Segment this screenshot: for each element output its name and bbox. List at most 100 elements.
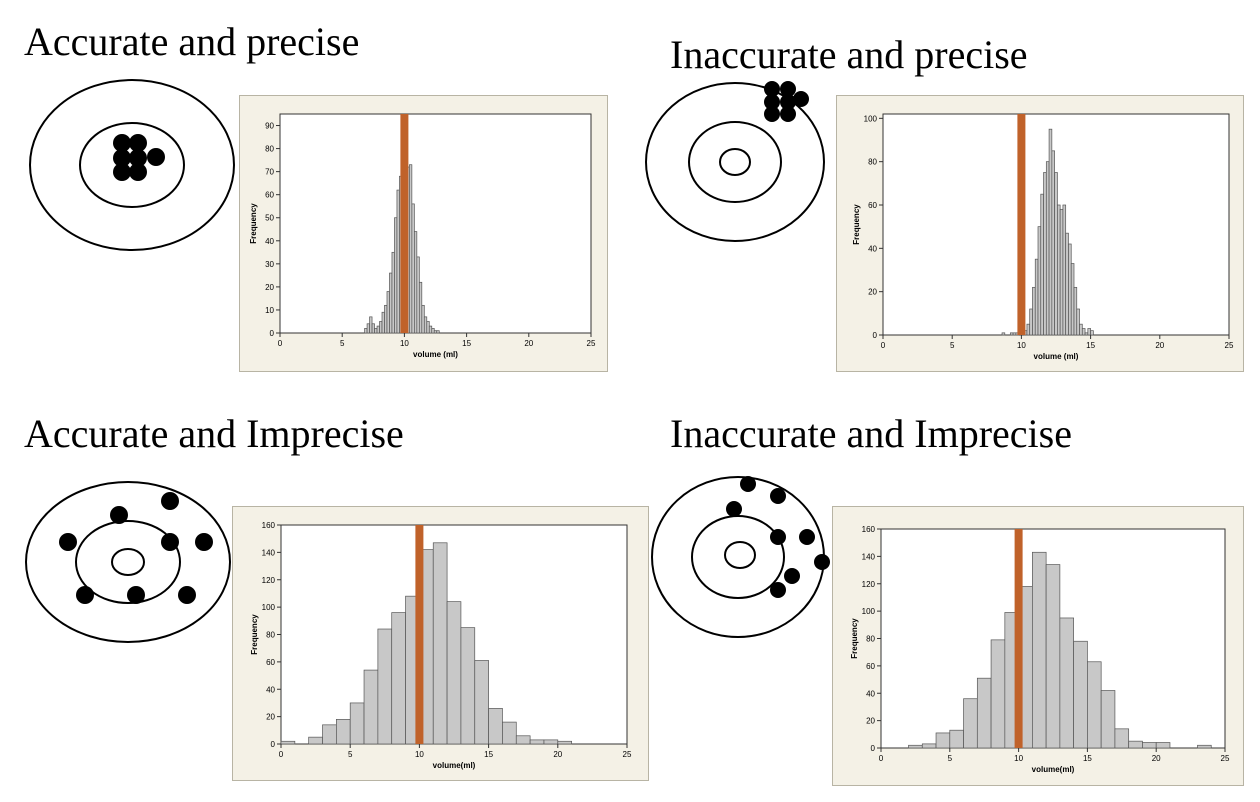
- target-shots: [726, 476, 830, 598]
- histogram-panel-2: 0 5 10 15 20 25 0 20 40 60 80 100 volume (ml) Frequen…: [836, 95, 1244, 372]
- histogram-svg: 0 5 10 15 20 25 0 20 40 60 80 100 volume (ml) Frequen…: [852, 113, 1234, 361]
- x-tick-label: 15: [462, 339, 471, 348]
- histogram-bar: [363, 669, 379, 745]
- histogram-bar: [391, 251, 395, 334]
- histogram-bar: [1051, 150, 1055, 336]
- histogram-bar: [1012, 332, 1017, 336]
- y-tick-label: 20: [265, 283, 274, 292]
- histogram-bar: [416, 256, 420, 334]
- histogram-bar: [963, 698, 978, 749]
- y-tick-label: 40: [265, 237, 274, 246]
- target-outer-ring: [25, 481, 231, 643]
- target-middle-ring: [691, 515, 785, 599]
- histogram-bar: [433, 330, 438, 334]
- x-axis-label: volume (ml): [1034, 352, 1079, 361]
- target-accurate-imprecise: [25, 481, 231, 643]
- histogram-bar: [1087, 328, 1091, 336]
- histogram-bar: [1197, 744, 1212, 749]
- x-tick-label: 25: [623, 750, 632, 759]
- histogram-bar: [409, 164, 413, 334]
- y-axis-label: Frequency: [249, 203, 258, 244]
- histogram-bar: [394, 217, 398, 334]
- histogram-panel-4: 0 5 10 15 20 25 0 20 40 60 80 100 120 140 160 volume(ml…: [832, 506, 1244, 786]
- histogram-panel-3: 0 5 10 15 20 25 0 20 40 60 80 100 120 140 160 volume(ml…: [232, 506, 649, 781]
- histogram-bar: [1142, 742, 1157, 749]
- histogram-bar: [1009, 332, 1014, 336]
- target-bullseye: [719, 148, 751, 176]
- y-tick-label: 100: [864, 114, 878, 123]
- target-bullseye: [724, 541, 756, 569]
- histogram-bar: [1032, 551, 1047, 749]
- histogram-bar: [308, 736, 323, 745]
- y-tick-label: 140: [862, 552, 876, 561]
- histogram-bar: [1043, 172, 1047, 336]
- histogram-bar: [1155, 742, 1171, 749]
- target-middle-ring: [79, 122, 185, 208]
- histogram-bar: [366, 323, 370, 334]
- title-accurate-imprecise: Accurate and Imprecise: [24, 411, 404, 456]
- histogram-bar: [543, 739, 559, 745]
- y-tick-label: 80: [868, 158, 877, 167]
- y-tick-label: 100: [262, 603, 276, 612]
- histogram-bar: [377, 628, 393, 745]
- histogram-bar: [1084, 332, 1089, 336]
- histogram-bar: [369, 316, 373, 334]
- histogram-bar: [364, 328, 368, 334]
- reference-line: [1017, 114, 1026, 335]
- histogram-svg: 0 5 10 15 20 25 0 10 20 30 40 50 60 70 80 90 volume (ml)…: [249, 113, 596, 359]
- target-middle-ring: [688, 121, 782, 203]
- histogram-bar: [280, 740, 296, 745]
- histogram-bar: [1032, 286, 1036, 336]
- x-tick-label: 15: [484, 750, 493, 759]
- x-tick-label: 10: [400, 339, 409, 348]
- target-inaccurate-precise: [645, 81, 825, 242]
- y-tick-label: 20: [266, 713, 275, 722]
- histogram-bar: [428, 325, 433, 334]
- histogram-bar: [1081, 328, 1086, 336]
- y-tick-label: 40: [266, 685, 275, 694]
- y-tick-label: 60: [266, 658, 275, 667]
- x-tick-label: 15: [1086, 341, 1095, 350]
- x-tick-label: 5: [348, 750, 353, 759]
- histogram-bar: [423, 316, 428, 334]
- y-tick-label: 60: [868, 201, 877, 210]
- y-tick-label: 40: [866, 689, 875, 698]
- histogram-bar: [421, 304, 425, 334]
- y-tick-label: 80: [266, 631, 275, 640]
- histogram-bar: [908, 744, 923, 749]
- x-tick-label: 0: [881, 341, 886, 350]
- histogram-bar: [1062, 204, 1067, 336]
- histogram-bar: [1100, 690, 1116, 749]
- histogram-bar: [432, 542, 448, 745]
- histogram-svg: 0 5 10 15 20 25 0 20 40 60 80 100 120 140 160 volume(ml…: [250, 521, 632, 770]
- reference-line: [400, 114, 409, 333]
- histogram-bar: [376, 325, 380, 334]
- histogram-bar: [557, 740, 572, 745]
- y-tick-label: 160: [862, 525, 876, 534]
- histogram-bar: [446, 601, 462, 745]
- histogram-bar: [1048, 128, 1053, 336]
- histogram-bar: [396, 189, 400, 334]
- y-tick-label: 60: [866, 662, 875, 671]
- histogram-bar: [381, 311, 385, 334]
- x-tick-label: 25: [587, 339, 596, 348]
- histogram-bar: [371, 323, 375, 334]
- target-bullseye: [111, 548, 145, 576]
- y-tick-label: 0: [873, 331, 878, 340]
- title-inaccurate-precise: Inaccurate and precise: [670, 32, 1028, 77]
- histogram-bar: [431, 328, 435, 334]
- target-outer-ring: [29, 79, 235, 251]
- histogram-bar: [1054, 172, 1058, 336]
- histogram-bar: [1040, 193, 1044, 336]
- histogram-bar: [1059, 617, 1074, 749]
- x-tick-label: 5: [950, 341, 955, 350]
- x-tick-label: 10: [1017, 341, 1026, 350]
- histogram-bar: [411, 203, 415, 334]
- x-tick-label: 0: [278, 339, 283, 348]
- histogram-bar: [488, 708, 503, 745]
- histogram-bar: [1068, 243, 1072, 336]
- target-middle-ring: [75, 520, 181, 604]
- y-tick-label: 0: [871, 744, 876, 753]
- histogram-bar: [1070, 263, 1075, 336]
- histogram-bar: [389, 272, 393, 334]
